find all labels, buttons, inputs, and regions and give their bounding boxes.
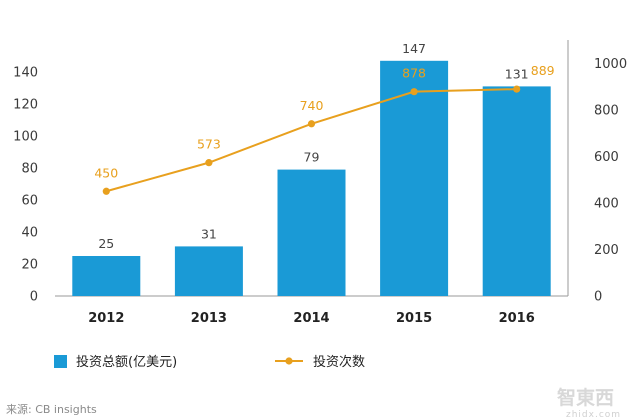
right-tick-label: 800 [594,103,619,118]
line-value-label: 573 [197,137,221,152]
bar-value-label: 79 [304,150,320,165]
bar-value-label: 25 [98,236,114,251]
x-tick-label: 2015 [396,311,432,326]
left-axis-ticks: 0 20 40 60 80 100 120 140 [13,66,38,305]
left-tick-label: 0 [30,290,38,305]
line-series [102,85,521,195]
right-tick-label: 0 [594,290,602,305]
right-tick-label: 400 [594,196,619,211]
left-tick-label: 40 [21,226,38,241]
x-axis-ticks: 2012 2013 2014 2015 2016 [88,311,535,326]
left-tick-label: 140 [13,66,38,81]
line-value-label: 889 [531,63,555,78]
legend: 投资总额(亿美元) 投资次数 [54,354,365,370]
bar-series [72,60,551,297]
bar-value-label: 147 [402,41,426,56]
legend-bar-label: 投资总额(亿美元) [76,354,177,370]
legend-line-marker [285,357,293,365]
left-tick-label: 60 [21,194,38,209]
right-tick-label: 600 [594,150,619,165]
watermark-logo: 智東西 zhidx.com [557,386,621,420]
bar-value-label: 131 [505,66,529,81]
right-tick-label: 200 [594,243,619,258]
bar [72,256,141,296]
left-tick-label: 120 [13,98,38,113]
legend-bar-swatch [54,355,67,368]
line-data-labels: 450 573 740 878 889 [94,63,554,180]
line-point [102,187,110,195]
bar-value-label: 31 [201,226,217,241]
line-value-label: 878 [402,66,426,81]
left-tick-label: 20 [21,258,38,273]
source-note: 来源: CB insights [6,402,97,416]
bar [482,86,551,297]
line-value-label: 740 [300,98,324,113]
bar [380,60,449,296]
line-point [307,120,316,128]
x-tick-label: 2014 [293,311,329,326]
bar-data-labels: 25 31 79 147 131 [98,41,528,251]
bar [277,169,346,296]
x-tick-label: 2016 [499,311,535,326]
line-point [410,88,418,96]
x-tick-label: 2013 [191,311,227,326]
right-tick-label: 1000 [594,57,627,72]
line-point [513,85,521,93]
left-tick-label: 80 [21,162,38,177]
x-tick-label: 2012 [88,311,124,326]
watermark-text: 智東西 [557,386,614,409]
watermark-subtext: zhidx.com [566,410,621,420]
right-axis-ticks: 0 200 400 600 800 1000 [594,57,627,305]
line-point [205,159,213,167]
bar [174,246,243,296]
line-value-label: 450 [94,165,118,180]
left-tick-label: 100 [13,130,38,145]
legend-line-label: 投资次数 [313,354,365,370]
